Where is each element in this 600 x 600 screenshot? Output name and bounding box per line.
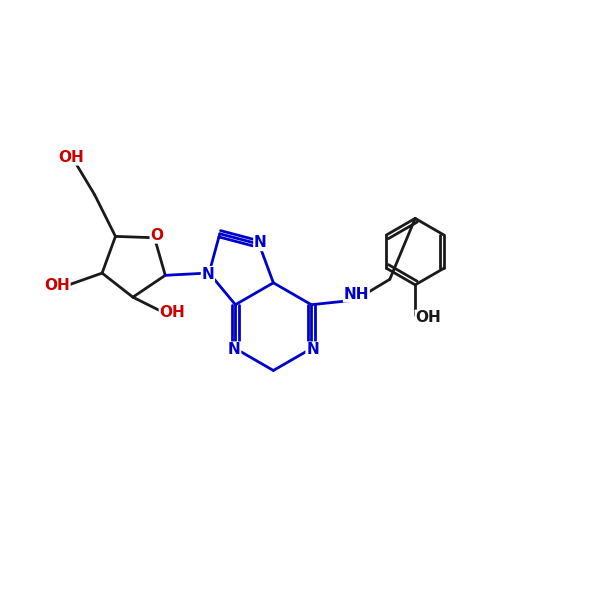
Text: OH: OH: [160, 305, 185, 320]
Text: N: N: [254, 235, 266, 250]
Text: OH: OH: [58, 150, 84, 165]
Text: N: N: [228, 342, 241, 357]
Text: N: N: [202, 266, 214, 281]
Text: NH: NH: [344, 287, 369, 302]
Text: OH: OH: [44, 278, 70, 293]
Text: O: O: [151, 228, 163, 243]
Text: N: N: [306, 342, 319, 357]
Text: OH: OH: [415, 310, 441, 325]
